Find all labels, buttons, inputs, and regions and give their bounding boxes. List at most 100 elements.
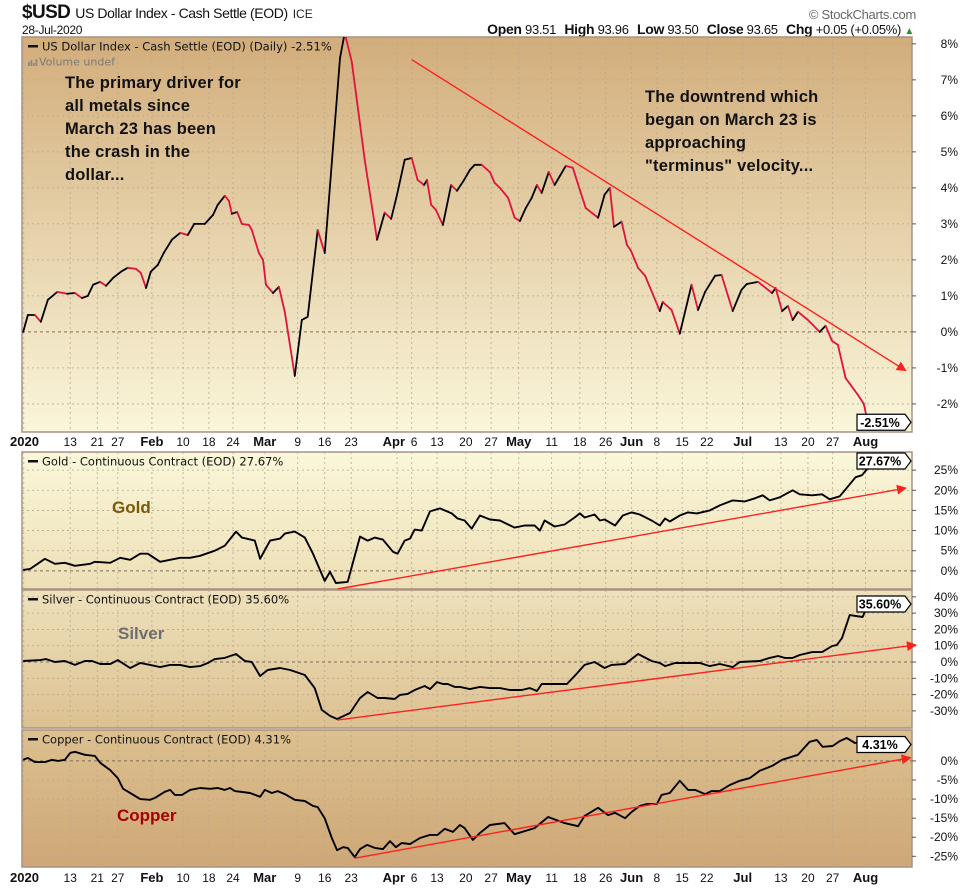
silver-ytick-label: 0% (941, 655, 959, 669)
silver-panel: -30% -20% -10% 0% 10% 20% 30% 40% Silver - Conti… (21, 589, 959, 729)
usd-line-segment (112, 270, 123, 279)
high-value: 93.96 (597, 22, 629, 37)
gold-ytick-label: 0% (941, 564, 959, 578)
usd-line-segment (507, 197, 516, 219)
x-tick-label: 15 (675, 871, 689, 885)
usd-line-segment (426, 179, 433, 206)
usd-line-segment (434, 208, 444, 226)
usd-line-segment (670, 309, 681, 335)
usd-line-segment (126, 266, 137, 270)
usd-line-segment (376, 211, 386, 241)
usd-line-segment (857, 394, 865, 405)
x-tick-label: May (506, 870, 532, 885)
x-tick-label: 9 (294, 435, 301, 449)
usd-ytick-label: 5% (941, 145, 959, 159)
usd-line-segment (697, 291, 706, 311)
usd-line-segment (135, 267, 142, 274)
usd-ytick-label: 8% (941, 37, 959, 51)
silver-legend-swatch (28, 598, 38, 601)
x-tick-label: 22 (700, 871, 714, 885)
x-tick-label: 8 (654, 871, 661, 885)
x-tick-label: 13 (774, 435, 788, 449)
usd-line-segment (323, 56, 341, 254)
x-tick-label: Feb (140, 870, 163, 885)
x-tick-label: 11 (545, 435, 558, 449)
x-tick-label: 16 (318, 435, 332, 449)
usd-line-segment (390, 193, 398, 220)
usd-sublegend: Volume undef (39, 56, 116, 69)
x-tick-label: Mar (253, 870, 276, 885)
x-tick-label: 23 (345, 871, 359, 885)
copper-badge-label: 4.31% (862, 738, 897, 752)
x-tick-label: 24 (226, 435, 240, 449)
usd-badge-box (856, 413, 912, 431)
x-tick-label: Jun (620, 434, 643, 449)
gold-ytick-label: 10% (934, 524, 958, 538)
usd-trendline-arrow (411, 59, 907, 372)
exchange-label: ICE (292, 7, 313, 21)
copper-ytick-label: -20% (930, 830, 958, 844)
chart-date: 28-Jul-2020 (22, 23, 83, 37)
usd-line-segment (536, 184, 543, 194)
usd-last-value-badge: -2.51% (856, 413, 912, 431)
usd-line-segment (704, 274, 716, 293)
copyright-link[interactable]: © StockCharts.com (808, 7, 916, 22)
usd-line-segment (186, 222, 196, 236)
gold-ytick-label: 5% (941, 544, 959, 558)
silver-legend: Silver - Continuous Contract (EOD) 35.60… (42, 593, 289, 607)
usd-line-segment (603, 186, 611, 196)
open-value: 93.51 (525, 22, 557, 37)
usd-line-segment (403, 157, 413, 161)
x-tick-label: Jul (733, 870, 752, 885)
usd-line-segment (39, 298, 49, 323)
high-label: High (564, 21, 595, 37)
gold-badge-label: 27.67% (859, 455, 901, 469)
usd-line-segment (547, 171, 556, 186)
gold-badge-box (856, 452, 912, 470)
silver-ytick-label: 30% (934, 606, 958, 620)
usd-line-segment (416, 179, 425, 186)
usd-line-segment (456, 179, 465, 192)
x-tick-label: 20 (459, 435, 473, 449)
usd-panel: -2% -1% 0% 1% 2% 3% 4% 5% 6% 7% 8% US Dollar Index … (21, 36, 959, 433)
instrument-name: US Dollar Index - Cash Settle (EOD) (75, 5, 288, 21)
x-tick-label: 11 (545, 871, 558, 885)
ticker-symbol: $USD (22, 2, 71, 23)
copper-trendline-arrow (354, 754, 912, 859)
x-tick-label: 22 (700, 435, 714, 449)
usd-line-segment (578, 189, 587, 209)
usd-line-segment (625, 243, 632, 252)
x-tick-label: 21 (91, 435, 105, 449)
usd-line-segment (844, 377, 859, 396)
gold-legend-swatch (28, 460, 38, 463)
usd-ytick-label: 0% (941, 325, 959, 339)
usd-line-segment (262, 258, 267, 286)
usd-line-segment (99, 280, 107, 287)
quote-summary: Open 93.51 High 93.96 Low 93.50 Close 93… (482, 21, 914, 37)
usd-ytick-label: 3% (941, 217, 959, 231)
usd-legend: US Dollar Index - Cash Settle (EOD) (Dai… (42, 40, 332, 54)
usd-line-segment (212, 203, 219, 216)
usd-line-segment (383, 211, 393, 220)
x-tick-label: 18 (573, 435, 587, 449)
annotation-dollar-driver: The primary driver for all metals since … (65, 74, 241, 184)
x-tick-label: 10 (176, 435, 190, 449)
usd-line-segment (745, 280, 759, 285)
usd-line-segment (171, 231, 182, 241)
usd-line-segment (630, 249, 639, 269)
volume-bars-icon (28, 59, 38, 66)
silver-ytick-label: 20% (934, 622, 958, 636)
gold-series (23, 458, 876, 584)
x-tick-label: Jun (620, 870, 643, 885)
usd-line-segment (236, 211, 243, 225)
usd-line-segment (553, 175, 561, 186)
x-tick-label: 2020 (10, 870, 39, 885)
x-tick-label: 21 (91, 871, 105, 885)
usd-line-segment (787, 305, 794, 321)
usd-line-segment (571, 166, 581, 191)
volume-bar (35, 59, 38, 66)
copper-ytick-label: -10% (930, 792, 958, 806)
usd-line-segment (469, 163, 476, 171)
usd-ytick-label: -2% (937, 397, 959, 411)
